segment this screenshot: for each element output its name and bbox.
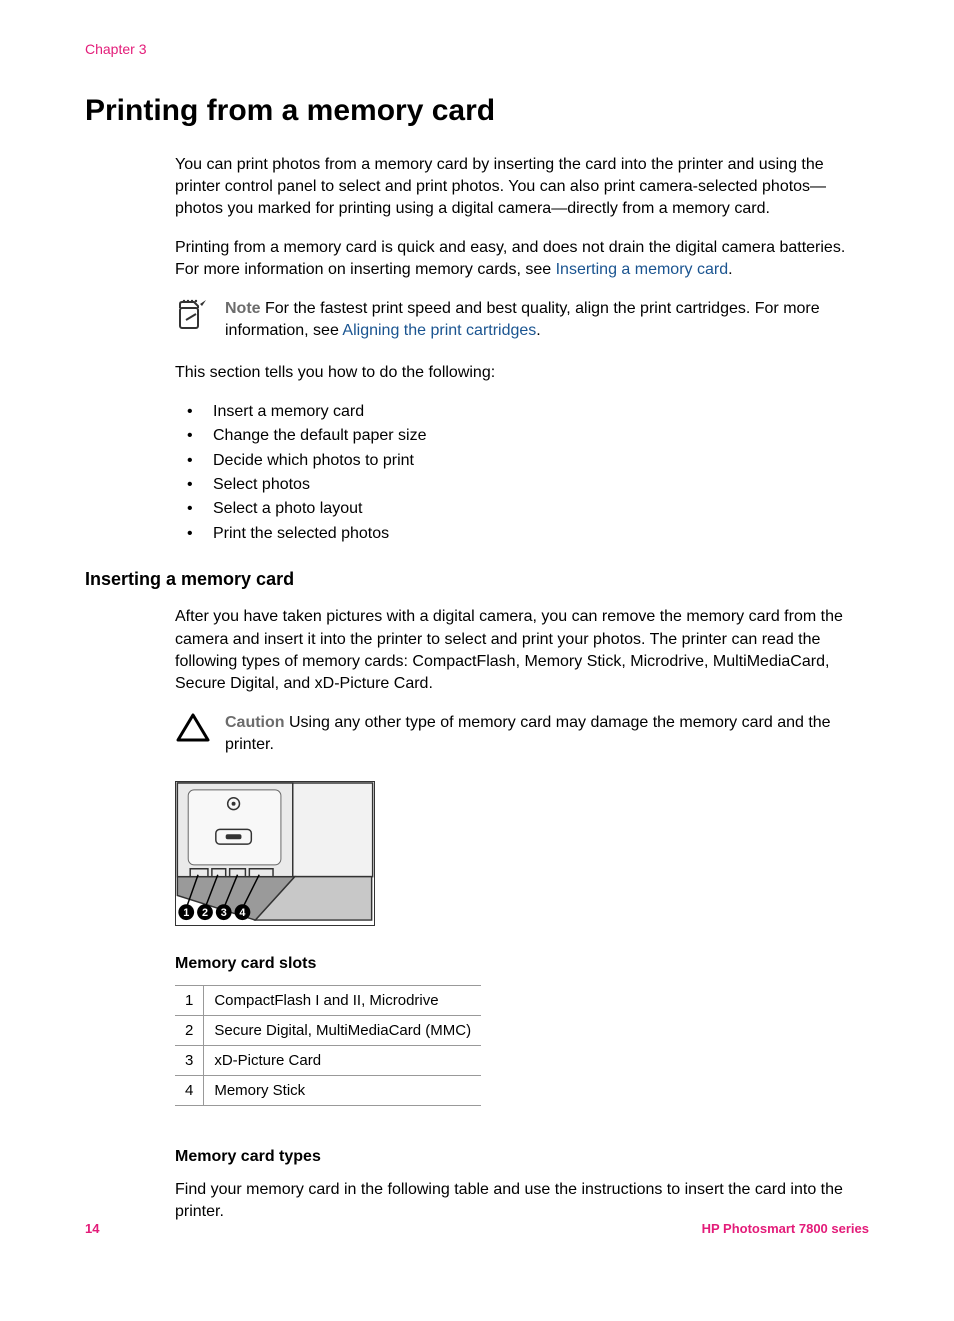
types-paragraph: Find your memory card in the following t… [175, 1179, 855, 1224]
product-name: HP Photosmart 7800 series [702, 1220, 869, 1238]
list-item: Insert a memory card [175, 401, 855, 423]
caution-body: Using any other type of memory card may … [225, 714, 831, 753]
caution-triangle-icon [175, 712, 211, 748]
table-row: 1 CompactFlash I and II, Microdrive [175, 986, 481, 1016]
list-item: Print the selected photos [175, 523, 855, 545]
page-footer: 14 HP Photosmart 7800 series [85, 1220, 869, 1238]
svg-text:1: 1 [183, 907, 189, 919]
intro2-post: . [728, 261, 732, 278]
sub1-paragraph: After you have taken pictures with a dig… [175, 606, 855, 696]
list-item: Decide which photos to print [175, 450, 855, 472]
link-aligning-cartridges[interactable]: Aligning the print cartridges [342, 322, 536, 339]
note-icon [175, 298, 211, 334]
intro2-pre: Printing from a memory card is quick and… [175, 239, 845, 278]
page-title: Printing from a memory card [85, 90, 869, 132]
page-number: 14 [85, 1220, 99, 1238]
table-cell-desc: Secure Digital, MultiMediaCard (MMC) [204, 1016, 481, 1046]
table-cell-num: 2 [175, 1016, 204, 1046]
table-row: 2 Secure Digital, MultiMediaCard (MMC) [175, 1016, 481, 1046]
list-item: Select photos [175, 474, 855, 496]
note-label: Note [225, 300, 261, 317]
chapter-label: Chapter 3 [85, 40, 869, 60]
subheading-inserting: Inserting a memory card [85, 567, 869, 592]
intro-paragraph-1: You can print photos from a memory card … [175, 154, 855, 221]
caution-box: Caution Using any other type of memory c… [175, 712, 855, 757]
note-body-post: . [536, 322, 540, 339]
list-item: Select a photo layout [175, 498, 855, 520]
caution-label: Caution [225, 714, 285, 731]
slots-table: 1 CompactFlash I and II, Microdrive 2 Se… [175, 985, 481, 1106]
svg-text:4: 4 [239, 907, 245, 919]
svg-text:2: 2 [202, 907, 208, 919]
table-cell-num: 1 [175, 986, 204, 1016]
printer-slots-illustration: 1 2 3 4 [175, 781, 855, 953]
section-intro: This section tells you how to do the fol… [175, 362, 855, 384]
intro-paragraph-2: Printing from a memory card is quick and… [175, 237, 855, 282]
bullet-list: Insert a memory card Change the default … [175, 401, 855, 545]
table-row: 4 Memory Stick [175, 1076, 481, 1106]
list-item: Change the default paper size [175, 425, 855, 447]
caution-text: Caution Using any other type of memory c… [225, 712, 855, 757]
slots-heading: Memory card slots [175, 953, 855, 975]
table-cell-desc: CompactFlash I and II, Microdrive [204, 986, 481, 1016]
note-text: Note For the fastest print speed and bes… [225, 298, 855, 343]
link-inserting-memory-card[interactable]: Inserting a memory card [556, 261, 729, 278]
svg-text:3: 3 [221, 907, 227, 919]
table-row: 3 xD-Picture Card [175, 1046, 481, 1076]
table-cell-desc: xD-Picture Card [204, 1046, 481, 1076]
types-heading: Memory card types [175, 1146, 855, 1168]
table-cell-desc: Memory Stick [204, 1076, 481, 1106]
note-box: Note For the fastest print speed and bes… [175, 298, 855, 343]
table-cell-num: 4 [175, 1076, 204, 1106]
table-cell-num: 3 [175, 1046, 204, 1076]
